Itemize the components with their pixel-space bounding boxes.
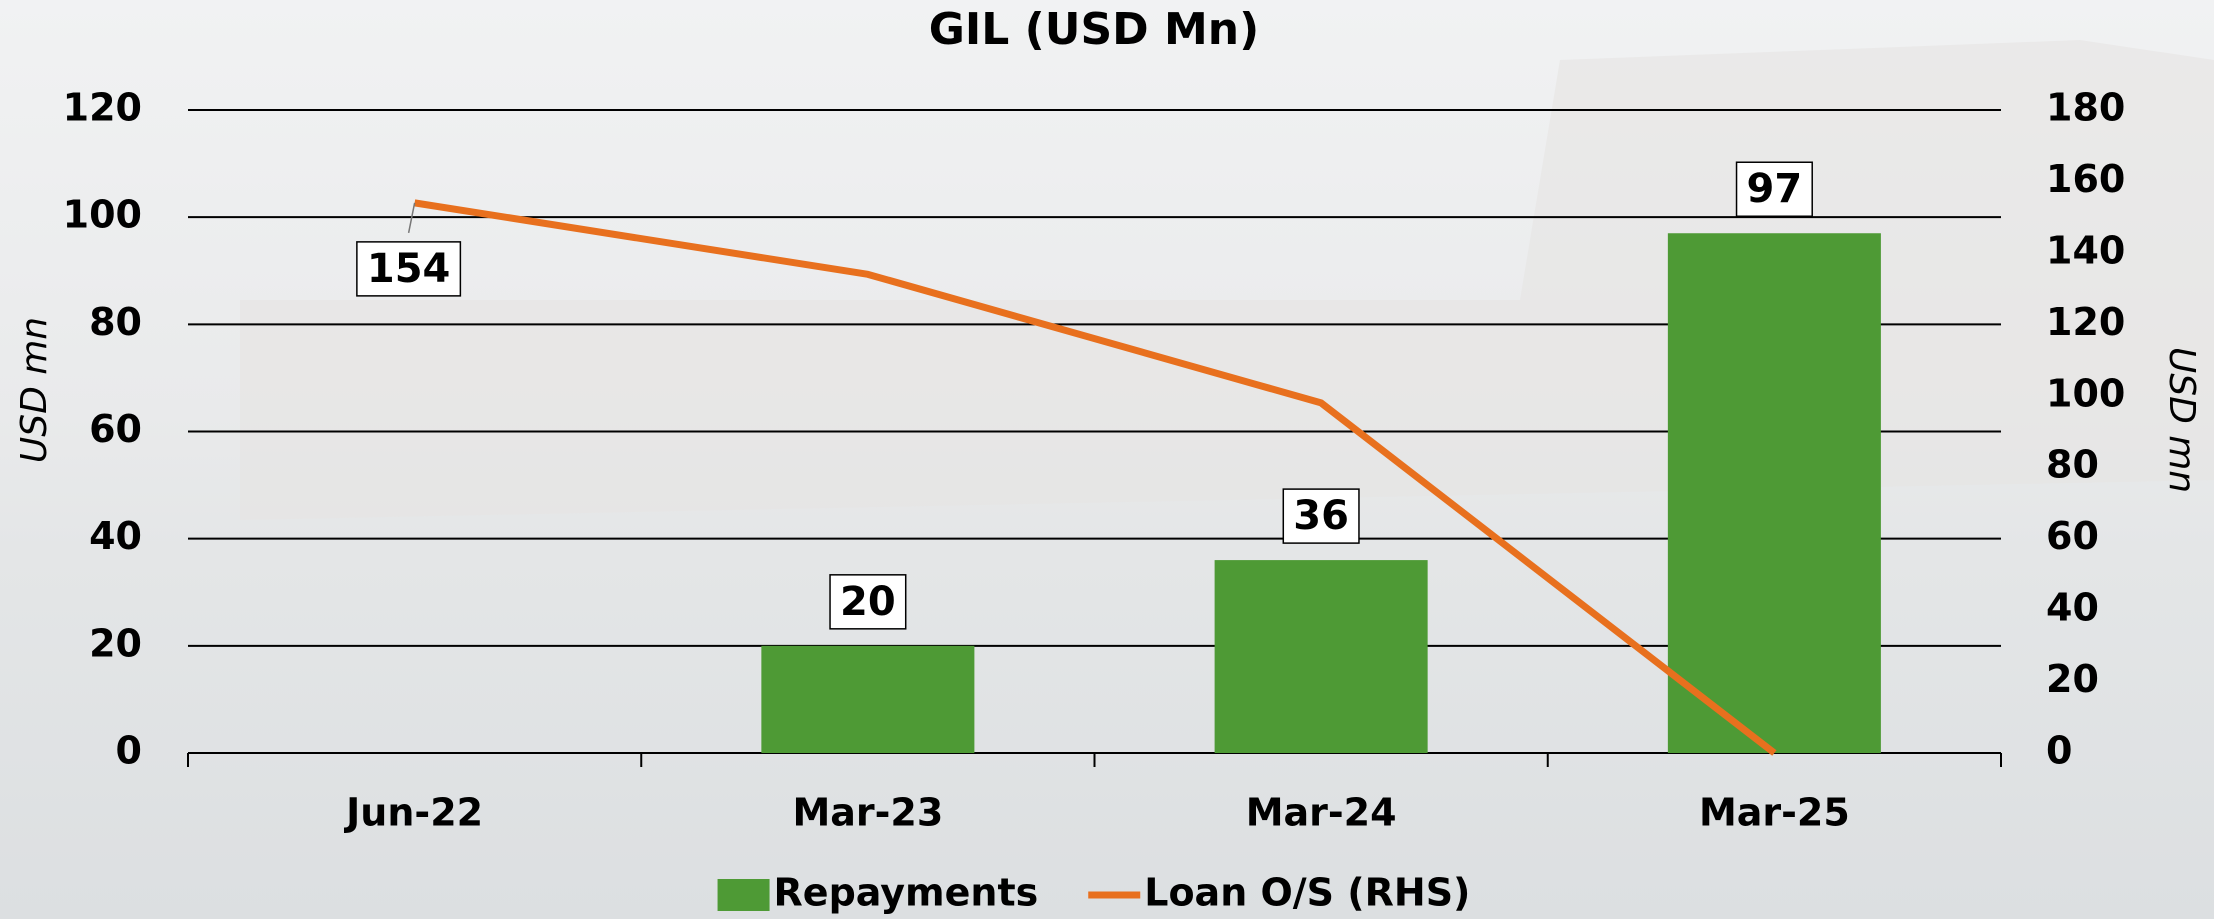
- y-tick-label: 80: [89, 300, 142, 344]
- bar: [1668, 233, 1881, 753]
- y2-tick-label: 60: [2046, 514, 2099, 558]
- y-tick-label: 120: [63, 86, 142, 130]
- chart: GIL (USD Mn) USD mn USD mn 0 20 40 60 80 100 1…: [0, 0, 2214, 919]
- legend-swatch: [718, 879, 770, 911]
- y-tick-label: 100: [63, 193, 142, 237]
- data-label: 20: [840, 579, 896, 625]
- y2-tick-label: 100: [2046, 371, 2125, 415]
- y2-tick-label: 160: [2046, 157, 2125, 201]
- y2-tick-label: 140: [2046, 228, 2125, 272]
- y2-tick-label: 0: [2046, 729, 2072, 773]
- legend-label: Repayments: [774, 871, 1039, 915]
- bar: [1215, 560, 1428, 753]
- y2-tick-label: 120: [2046, 300, 2125, 344]
- x-tick-label: Mar-24: [1246, 791, 1397, 835]
- x-tick-label: Mar-25: [1699, 791, 1850, 835]
- y2-tick-label: 40: [2046, 586, 2099, 630]
- y-tick-label: 0: [116, 729, 142, 773]
- legend-label: Loan O/S (RHS): [1144, 871, 1470, 915]
- x-tick-label: Jun-22: [343, 791, 483, 835]
- y-tick-label: 20: [89, 621, 142, 665]
- x-tick-label: Mar-23: [792, 791, 943, 835]
- y2-tick-label: 20: [2046, 657, 2099, 701]
- y-axis-label: USD mn: [14, 317, 55, 463]
- y2-tick-label: 180: [2046, 86, 2125, 130]
- chart-title: GIL (USD Mn): [929, 4, 1259, 55]
- data-label: 36: [1293, 493, 1349, 539]
- y2-axis-label: USD mn: [2161, 347, 2202, 493]
- data-label: 97: [1747, 166, 1803, 212]
- y-tick-label: 60: [89, 407, 142, 451]
- bar: [761, 646, 974, 753]
- data-label: 154: [367, 246, 451, 292]
- y2-tick-label: 80: [2046, 443, 2099, 487]
- y-tick-label: 40: [89, 514, 142, 558]
